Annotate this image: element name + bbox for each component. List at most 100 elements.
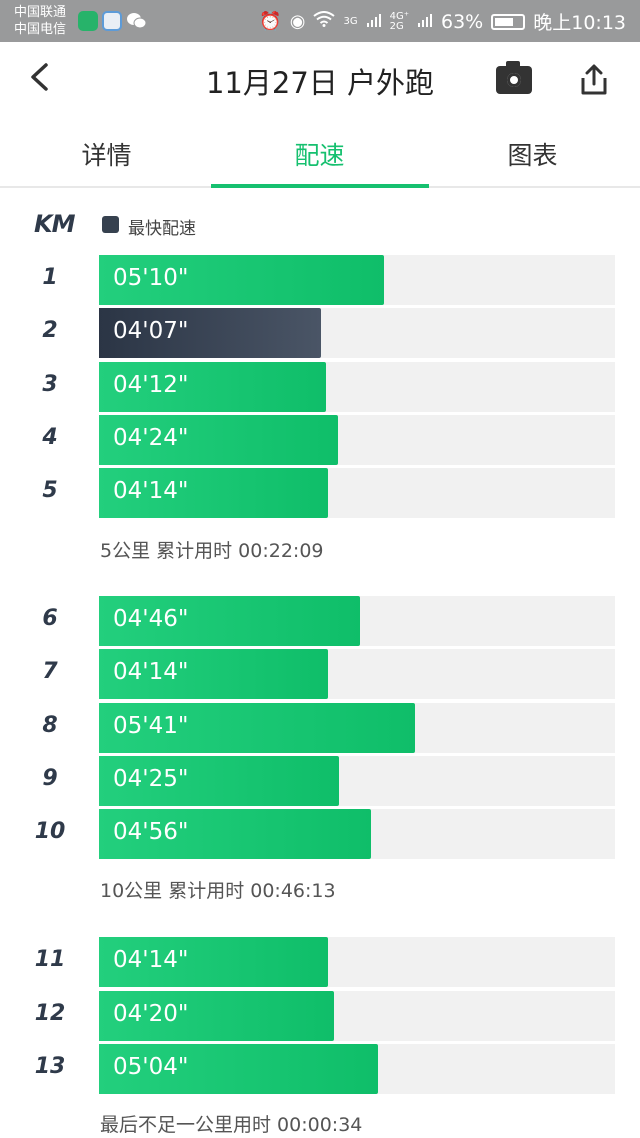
split-km-number: 5 — [42, 478, 58, 503]
carrier-names: 中国联通 中国电信 — [14, 4, 66, 38]
camera-icon[interactable] — [496, 61, 532, 94]
split-km-number: 6 — [42, 606, 58, 631]
split-pace-value: 05'04" — [113, 1054, 189, 1080]
app-header: 11月27日 户外跑 — [0, 42, 640, 120]
tab-charts[interactable]: 图表 — [507, 141, 558, 170]
app-notification-icon — [78, 11, 98, 31]
network-3g-label: 3G — [343, 15, 358, 27]
split-track: 04'25" — [99, 756, 615, 806]
tab-pace[interactable]: 配速 — [294, 141, 345, 170]
pace-bar: 04'12" — [99, 362, 326, 412]
split-row: 5 04'14" — [0, 468, 640, 518]
tab-bar: 详情 配速 图表 — [0, 120, 640, 188]
summary-5km: 5公里 累计用时 00:22:09 — [100, 540, 324, 562]
active-tab-indicator — [211, 184, 429, 188]
split-row: 6 04'46" — [0, 596, 640, 646]
split-row: 4 04'24" — [0, 415, 640, 465]
split-pace-value: 04'25" — [113, 766, 189, 792]
split-km-number: 12 — [34, 1001, 66, 1026]
split-km-number: 7 — [42, 659, 58, 684]
summary-10km: 10公里 累计用时 00:46:13 — [100, 880, 336, 902]
split-km-number: 13 — [34, 1054, 66, 1079]
split-row: 10 04'56" — [0, 809, 640, 859]
network-type: 4G⁺ 2G — [389, 10, 409, 32]
km-column-header: KM — [34, 210, 75, 238]
split-track: 04'12" — [99, 362, 615, 412]
split-track: 04'14" — [99, 468, 615, 518]
split-km-number: 11 — [34, 947, 66, 972]
split-km-number: 3 — [42, 372, 58, 397]
pace-bar: 04'24" — [99, 415, 338, 465]
carrier-1: 中国联通 — [14, 5, 67, 20]
split-row: 1 05'10" — [0, 255, 640, 305]
split-pace-value: 04'14" — [113, 947, 189, 973]
split-track: 04'07" — [99, 308, 615, 358]
split-row: 8 05'41" — [0, 703, 640, 753]
split-track: 04'56" — [99, 809, 615, 859]
split-km-number: 2 — [42, 318, 58, 343]
pace-bar: 05'10" — [99, 255, 384, 305]
split-track: 04'46" — [99, 596, 615, 646]
split-track: 04'20" — [99, 991, 615, 1041]
split-track: 05'10" — [99, 255, 615, 305]
fastest-pace-label: 最快配速 — [128, 219, 196, 239]
split-pace-value: 05'10" — [113, 265, 189, 291]
wifi-icon — [313, 11, 336, 32]
pace-bar: 04'14" — [99, 649, 328, 699]
split-row: 9 04'25" — [0, 756, 640, 806]
status-bar: 中国联通 中国电信 ⏰ ◉ 3G 4G⁺ 2G 63% 晚上10:13 — [0, 0, 640, 42]
pace-bar: 04'20" — [99, 991, 334, 1041]
split-pace-value: 04'07" — [113, 318, 189, 344]
split-km-number: 1 — [42, 265, 58, 290]
split-pace-value: 04'56" — [113, 819, 189, 845]
split-track: 04'14" — [99, 937, 615, 987]
network-2g-label: 2G — [389, 20, 404, 32]
clock: 晚上10:13 — [533, 12, 626, 34]
split-pace-value: 05'41" — [113, 713, 189, 739]
summary-last-partial: 最后不足一公里用时 00:00:34 — [100, 1114, 363, 1136]
split-track: 04'14" — [99, 649, 615, 699]
split-row: 13 05'04" — [0, 1044, 640, 1094]
split-row: 12 04'20" — [0, 991, 640, 1041]
pace-bar: 05'04" — [99, 1044, 378, 1094]
split-pace-value: 04'46" — [113, 606, 189, 632]
split-km-number: 10 — [34, 819, 66, 844]
split-pace-value: 04'24" — [113, 425, 189, 451]
split-km-number: 8 — [42, 713, 58, 738]
split-pace-value: 04'14" — [113, 659, 189, 685]
split-km-number: 9 — [42, 766, 58, 791]
split-row: 7 04'14" — [0, 649, 640, 699]
split-track: 04'24" — [99, 415, 615, 465]
alarm-icon: ⏰ — [259, 11, 282, 32]
split-km-number: 4 — [42, 425, 58, 450]
wechat-icon — [126, 11, 147, 31]
split-track: 05'41" — [99, 703, 615, 753]
eye-comfort-icon: ◉ — [289, 11, 306, 32]
carrier-2: 中国电信 — [14, 22, 67, 37]
split-pace-value: 04'12" — [113, 372, 189, 398]
status-indicators: ⏰ ◉ 3G 4G⁺ 2G 63% 晚上10:13 — [259, 8, 626, 35]
split-track: 05'04" — [99, 1044, 615, 1094]
pace-bar: 05'41" — [99, 703, 415, 753]
fastest-pace-swatch — [102, 216, 119, 233]
split-row: 3 04'12" — [0, 362, 640, 412]
signal-icon — [366, 11, 382, 33]
split-row: 11 04'14" — [0, 937, 640, 987]
split-pace-value: 04'20" — [113, 1001, 189, 1027]
split-pace-value: 04'14" — [113, 478, 189, 504]
share-icon[interactable] — [578, 64, 610, 96]
signal-icon-2 — [417, 11, 433, 33]
pace-bar: 04'56" — [99, 809, 371, 859]
fastest-pace-bar: 04'07" — [99, 308, 321, 358]
pace-bar: 04'14" — [99, 468, 328, 518]
split-row: 2 04'07" — [0, 308, 640, 358]
tab-details[interactable]: 详情 — [81, 141, 132, 170]
pace-bar: 04'25" — [99, 756, 339, 806]
network-4g-label: 4G⁺ — [389, 10, 409, 22]
page-title: 11月27日 户外跑 — [205, 66, 435, 100]
back-arrow-icon[interactable] — [28, 60, 50, 101]
video-app-notification-icon — [102, 11, 122, 31]
battery-percent: 63% — [441, 10, 484, 33]
pace-bar: 04'46" — [99, 596, 360, 646]
battery-icon — [491, 13, 526, 30]
